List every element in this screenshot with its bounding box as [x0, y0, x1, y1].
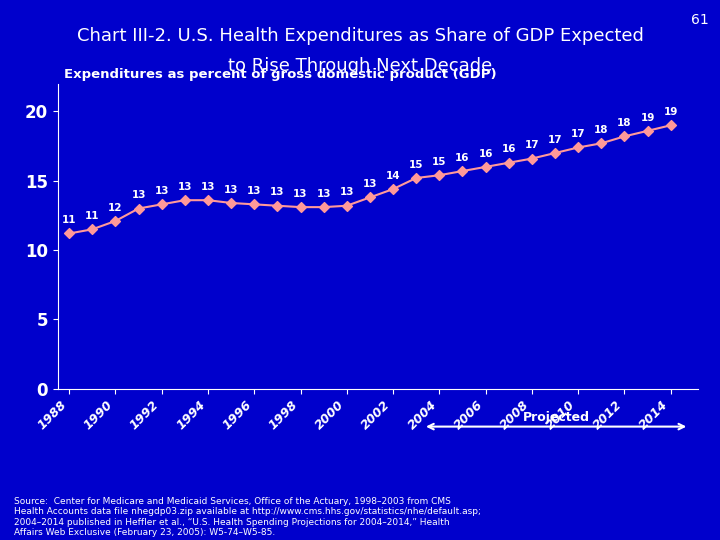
Point [156, 200, 168, 208]
Point [503, 158, 515, 167]
Point [618, 132, 630, 141]
Text: 13: 13 [270, 187, 284, 198]
Text: 16: 16 [501, 144, 516, 154]
Point [248, 200, 260, 208]
Point [364, 193, 376, 202]
Text: Projected: Projected [523, 411, 590, 424]
Point [179, 196, 191, 205]
Text: to Rise Through Next Decade: to Rise Through Next Decade [228, 57, 492, 75]
Point [109, 217, 121, 225]
Point [86, 225, 98, 234]
Point [225, 199, 237, 207]
Point [433, 171, 445, 179]
Point [456, 167, 468, 176]
Text: 13: 13 [363, 179, 377, 189]
Text: 18: 18 [594, 125, 608, 135]
Text: 13: 13 [224, 185, 238, 194]
Point [526, 154, 538, 163]
Text: 19: 19 [640, 112, 654, 123]
Text: 13: 13 [340, 187, 354, 198]
Point [318, 203, 329, 212]
Point [642, 126, 653, 135]
Point [202, 196, 214, 205]
Text: 11: 11 [62, 215, 76, 225]
Point [294, 203, 306, 212]
Text: 14: 14 [386, 171, 400, 181]
Text: Chart III-2. U.S. Health Expenditures as Share of GDP Expected: Chart III-2. U.S. Health Expenditures as… [76, 27, 644, 45]
Text: 16: 16 [478, 148, 492, 159]
Point [387, 185, 399, 193]
Point [63, 229, 75, 238]
Point [410, 174, 422, 183]
Text: 13: 13 [131, 190, 146, 200]
Text: 13: 13 [178, 182, 192, 192]
Text: 16: 16 [455, 153, 469, 163]
Text: 12: 12 [108, 202, 122, 213]
Text: 15: 15 [409, 160, 423, 170]
Text: 13: 13 [201, 182, 215, 192]
Point [132, 204, 144, 213]
Text: 13: 13 [247, 186, 261, 196]
Text: 17: 17 [571, 129, 585, 139]
Text: 13: 13 [316, 189, 331, 199]
Point [341, 201, 353, 210]
Text: 15: 15 [432, 157, 446, 167]
Text: 13: 13 [293, 189, 307, 199]
Point [665, 121, 676, 130]
Text: 13: 13 [155, 186, 169, 196]
Point [271, 201, 283, 210]
Text: 11: 11 [85, 211, 99, 221]
Text: 18: 18 [617, 118, 631, 128]
Text: 17: 17 [548, 134, 562, 145]
Text: Expenditures as percent of gross domestic product (GDP): Expenditures as percent of gross domesti… [64, 68, 497, 80]
Point [595, 139, 607, 147]
Point [572, 143, 584, 152]
Text: 17: 17 [525, 140, 539, 150]
Point [549, 148, 561, 157]
Text: Source:  Center for Medicare and Medicaid Services, Office of the Actuary, 1998–: Source: Center for Medicare and Medicaid… [14, 497, 481, 537]
Text: 61: 61 [691, 14, 709, 28]
Point [480, 163, 491, 171]
Text: 19: 19 [663, 107, 678, 117]
